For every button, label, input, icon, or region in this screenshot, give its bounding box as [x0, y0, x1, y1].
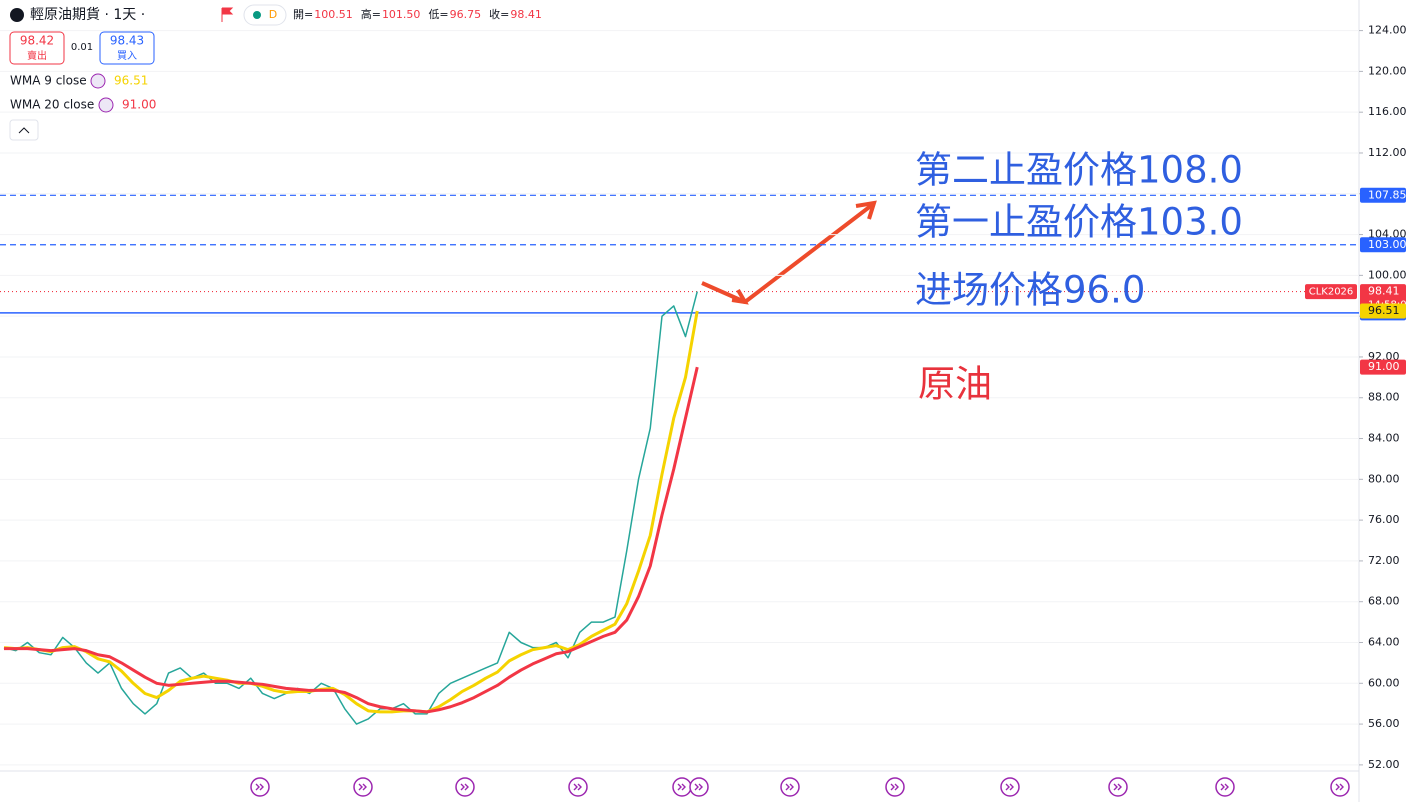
ohlc-value: 100.51 — [314, 8, 353, 21]
flag — [221, 7, 234, 22]
series-line — [4, 366, 699, 714]
collapse-button[interactable] — [9, 119, 39, 141]
event-icon — [1108, 777, 1128, 797]
sell-price: 98.42 — [20, 34, 54, 48]
ohlc-value: 98.41 — [510, 8, 542, 21]
y-tick-label: 80.00 — [1368, 472, 1400, 485]
sell-button[interactable] — [9, 31, 65, 65]
price-tag — [1360, 303, 1406, 319]
event-icon — [689, 777, 709, 797]
y-tick-label: 100.00 — [1368, 268, 1407, 281]
event-icon-glyph — [255, 783, 264, 791]
event-icon-glyph — [677, 783, 686, 791]
price-tag — [1360, 187, 1406, 203]
y-tick-label: 116.00 — [1368, 105, 1407, 118]
symbol-tag-label: CLK2026 — [1309, 287, 1354, 298]
buy-button[interactable] — [99, 31, 155, 65]
arrow-head — [731, 288, 749, 305]
ohlc-label: 高= — [361, 7, 381, 21]
event-icon — [885, 777, 905, 797]
symbol: 輕原油期貨 · 1天 · — [30, 6, 145, 23]
annotation: 第二止盈价格108.0 — [915, 149, 1243, 192]
y-tick-label: 68.00 — [1368, 595, 1400, 608]
ohlc-label: 低= — [428, 8, 448, 21]
y-tick-label: 56.00 — [1368, 717, 1400, 730]
buy-price: 98.43 — [110, 34, 144, 48]
badge — [243, 4, 287, 26]
event-icon-glyph — [890, 783, 899, 791]
ohlc-value: 101.50 — [382, 8, 421, 21]
legend-name: WMA 20 close — [10, 98, 94, 112]
event-icon — [672, 777, 692, 797]
buy-label: 買入 — [117, 50, 137, 62]
symbol-tag — [1305, 284, 1357, 300]
y-tick-label: 76.00 — [1368, 513, 1400, 526]
y-tick-label: 64.00 — [1368, 636, 1400, 649]
ohlc-value: 96.75 — [450, 8, 482, 21]
legend-value: 91.00 — [122, 98, 156, 112]
event-icon-glyph — [1220, 783, 1229, 791]
y-tick-label: 124.00 — [1368, 24, 1407, 37]
annotation: 原油 — [918, 363, 992, 406]
annotation: 进场价格96.0 — [915, 269, 1145, 312]
event-icon-glyph — [1335, 783, 1344, 791]
legend-value: 96.51 — [114, 74, 148, 88]
y-tick-label: 52.00 — [1368, 758, 1400, 771]
event-icon — [568, 777, 588, 797]
y-tick-label: 60.00 — [1368, 676, 1400, 689]
event-icon-glyph — [785, 783, 794, 791]
event-icon — [1330, 777, 1350, 797]
price-tag-label: 103.00 — [1368, 238, 1407, 251]
price-tag — [1360, 359, 1406, 375]
event-icon-glyph — [573, 783, 582, 791]
ohlc: 開= 100.51 高= 101.50 低= 96.75 收= 98.41 — [293, 7, 542, 21]
spread: 0.01 — [71, 42, 93, 53]
chevron — [18, 127, 30, 134]
status-dot — [253, 11, 261, 19]
ohlc-label: 開= — [293, 8, 313, 21]
price-tag-label: 98.41 — [1368, 285, 1400, 298]
arrow-head — [855, 200, 877, 220]
event-icon — [455, 777, 475, 797]
price-tag-label: 91.00 — [1368, 360, 1400, 373]
event-icon — [1000, 777, 1020, 797]
badge-text: D — [269, 8, 277, 21]
event-icon — [1215, 777, 1235, 797]
legend-name: WMA 9 close — [10, 74, 87, 88]
ohlc-label: 收= — [489, 7, 509, 21]
price-tag-label: 107.85 — [1368, 188, 1407, 201]
series-line — [3, 291, 698, 725]
event-icon-glyph — [358, 783, 367, 791]
event-icon — [353, 777, 373, 797]
y-tick-label: 88.00 — [1368, 391, 1400, 404]
event-icon — [780, 777, 800, 797]
event-icon-glyph — [1005, 783, 1014, 791]
price-tag — [1360, 237, 1406, 253]
y-tick-label: 112.00 — [1368, 146, 1407, 159]
series-line — [3, 310, 699, 714]
symbol-icon — [10, 8, 24, 22]
legend-icon — [98, 97, 114, 113]
y-tick-label: 120.00 — [1368, 64, 1407, 77]
event-icon-glyph — [694, 783, 703, 791]
annotation: 第一止盈价格103.0 — [915, 201, 1243, 244]
legend-icon — [90, 73, 106, 89]
sell-label: 賣出 — [27, 49, 47, 62]
event-icon-glyph — [460, 783, 469, 791]
event-icon-glyph — [1113, 783, 1122, 791]
event-icon — [250, 777, 270, 797]
price-tag-label: 96.51 — [1368, 304, 1400, 317]
y-tick-label: 72.00 — [1368, 554, 1400, 567]
y-tick-label: 84.00 — [1368, 432, 1400, 445]
